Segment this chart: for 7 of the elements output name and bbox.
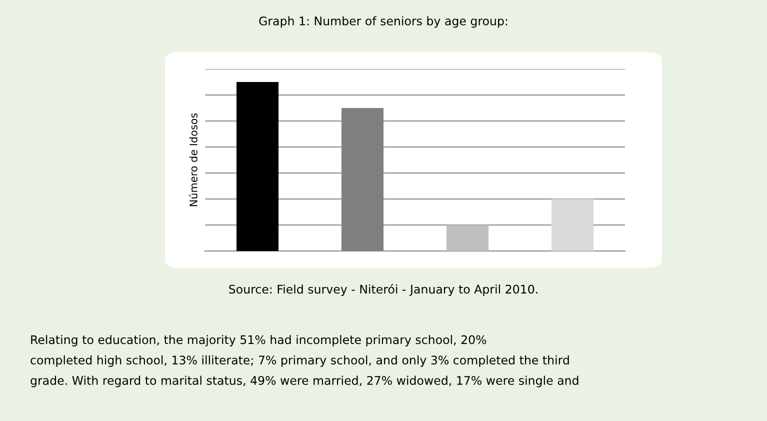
bar [552,198,594,251]
bar [236,82,278,251]
source-note: Source: Field survey - Niterói - January to April 2010. [229,284,538,296]
y-axis-title: Número de Idosos [188,113,198,206]
text: Relating to education, the majority 51% had incomplete primary school, 20% completed high school, 13% illiterate; 7% primary school, and only 3% completed the third grade. With regard to marital status, 49% were married, 27% widowed, 17% were single and [30,335,578,388]
bar [446,224,488,251]
chart-title: Graph 1: Number of seniors by age group: [259,16,508,28]
